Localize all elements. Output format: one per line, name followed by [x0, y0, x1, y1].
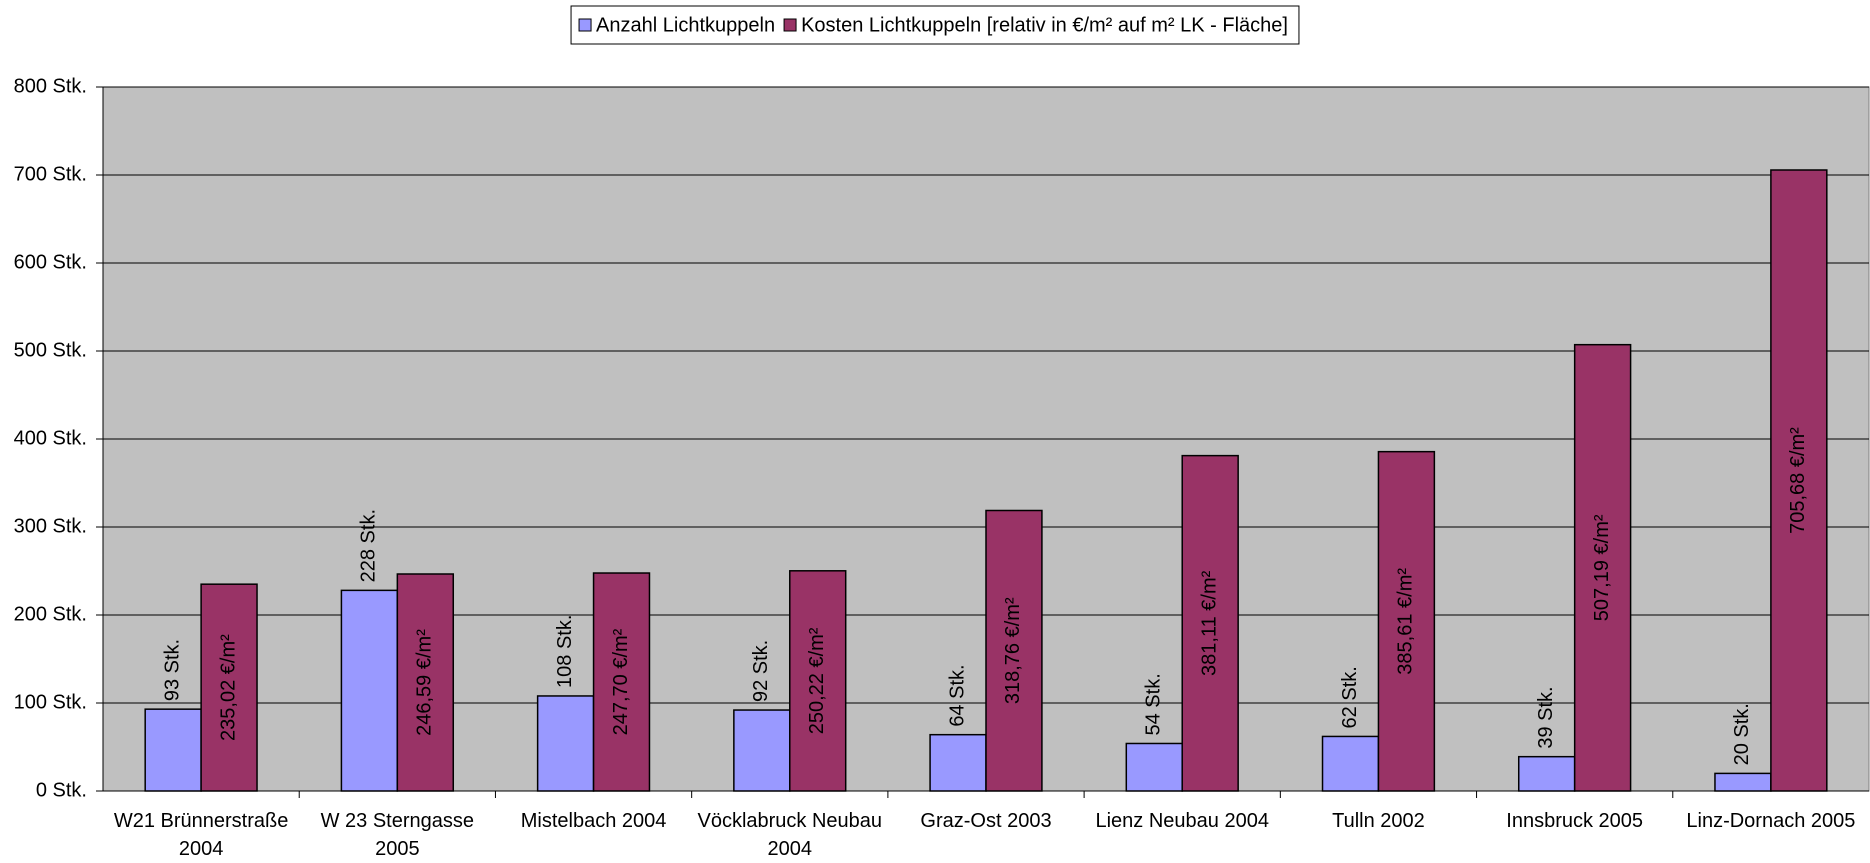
bar [592, 572, 651, 792]
data-label: 64 Stk. [946, 664, 968, 726]
data-label: 247,70 €/m² [610, 628, 632, 735]
data-label: 92 Stk. [750, 640, 772, 702]
y-tick-label: 400 Stk. [14, 427, 87, 449]
data-label: 108 Stk. [554, 615, 576, 688]
y-tick-label: 100 Stk. [14, 691, 87, 713]
legend-label: Anzahl Lichtkuppeln [596, 14, 775, 36]
y-tick-label: 500 Stk. [14, 339, 87, 361]
x-tick-label: Linz-Dornach 2005 [1686, 810, 1856, 832]
data-label: 62 Stk. [1339, 666, 1361, 728]
bar [1770, 169, 1828, 792]
x-tick-label: W21 Brünnerstraße 2004 [113, 810, 289, 860]
data-label: 507,19 €/m² [1591, 514, 1613, 621]
bar [929, 733, 987, 792]
data-label: 246,59 €/m² [414, 629, 436, 736]
x-tick-label: W 23 Sterngasse 2005 [320, 810, 475, 860]
x-tick-label: Lienz Neubau 2004 [1095, 810, 1269, 832]
data-label: 385,61 €/m² [1395, 568, 1417, 675]
data-label: 54 Stk. [1143, 673, 1165, 735]
x-tick-label: Vöcklabruck Neubau 2004 [697, 810, 883, 860]
data-label: 93 Stk. [161, 639, 183, 701]
data-label: 318,76 €/m² [1002, 597, 1024, 704]
data-label: 228 Stk. [358, 509, 380, 582]
bar [200, 583, 258, 792]
legend-swatch [783, 18, 797, 32]
x-tick-label: Innsbruck 2005 [1506, 810, 1644, 832]
bar [1377, 450, 1436, 792]
x-tick-label: Mistelbach 2004 [520, 810, 667, 832]
bar [396, 573, 455, 792]
data-label: 20 Stk. [1731, 703, 1753, 765]
bar [985, 509, 1043, 792]
bar [1125, 742, 1183, 792]
y-tick-label: 700 Stk. [14, 163, 87, 185]
y-tick-label: 800 Stk. [14, 75, 87, 97]
legend-box [570, 5, 1300, 45]
bar [340, 589, 399, 792]
y-tick-label: 600 Stk. [14, 251, 87, 273]
bar [1573, 343, 1632, 792]
bar [733, 709, 791, 792]
bar [1181, 454, 1239, 792]
bar [144, 708, 202, 792]
data-label: 705,68 €/m² [1787, 427, 1809, 534]
bar [1321, 735, 1380, 792]
legend-swatch [578, 18, 592, 32]
bar [1517, 755, 1576, 792]
y-tick-label: 0 Stk. [36, 779, 87, 801]
bar [1714, 772, 1772, 792]
bar [789, 570, 847, 792]
bar [536, 695, 595, 792]
y-tick-label: 300 Stk. [14, 515, 87, 537]
data-label: 235,02 €/m² [217, 634, 239, 741]
data-label: 381,11 €/m² [1198, 570, 1220, 676]
legend-label: Kosten Lichtkuppeln [relativ in €/m² auf… [801, 14, 1288, 36]
data-label: 250,22 €/m² [806, 627, 828, 734]
x-tick-label: Tulln 2002 [1332, 810, 1425, 832]
y-tick-label: 200 Stk. [14, 603, 87, 625]
x-tick-label: Graz-Ost 2003 [920, 810, 1052, 832]
data-label: 39 Stk. [1535, 686, 1557, 748]
